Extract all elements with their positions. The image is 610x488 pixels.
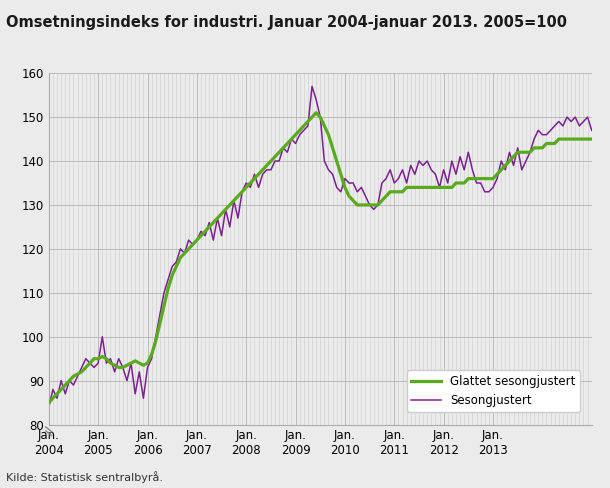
Text: Kilde: Statistisk sentralbyrå.: Kilde: Statistisk sentralbyrå. (6, 471, 163, 483)
Legend: Glattet sesongjustert, Sesongjustert: Glattet sesongjustert, Sesongjustert (407, 370, 580, 412)
Text: Omsetningsindeks for industri. Januar 2004-januar 2013. 2005=100: Omsetningsindeks for industri. Januar 20… (6, 15, 567, 30)
